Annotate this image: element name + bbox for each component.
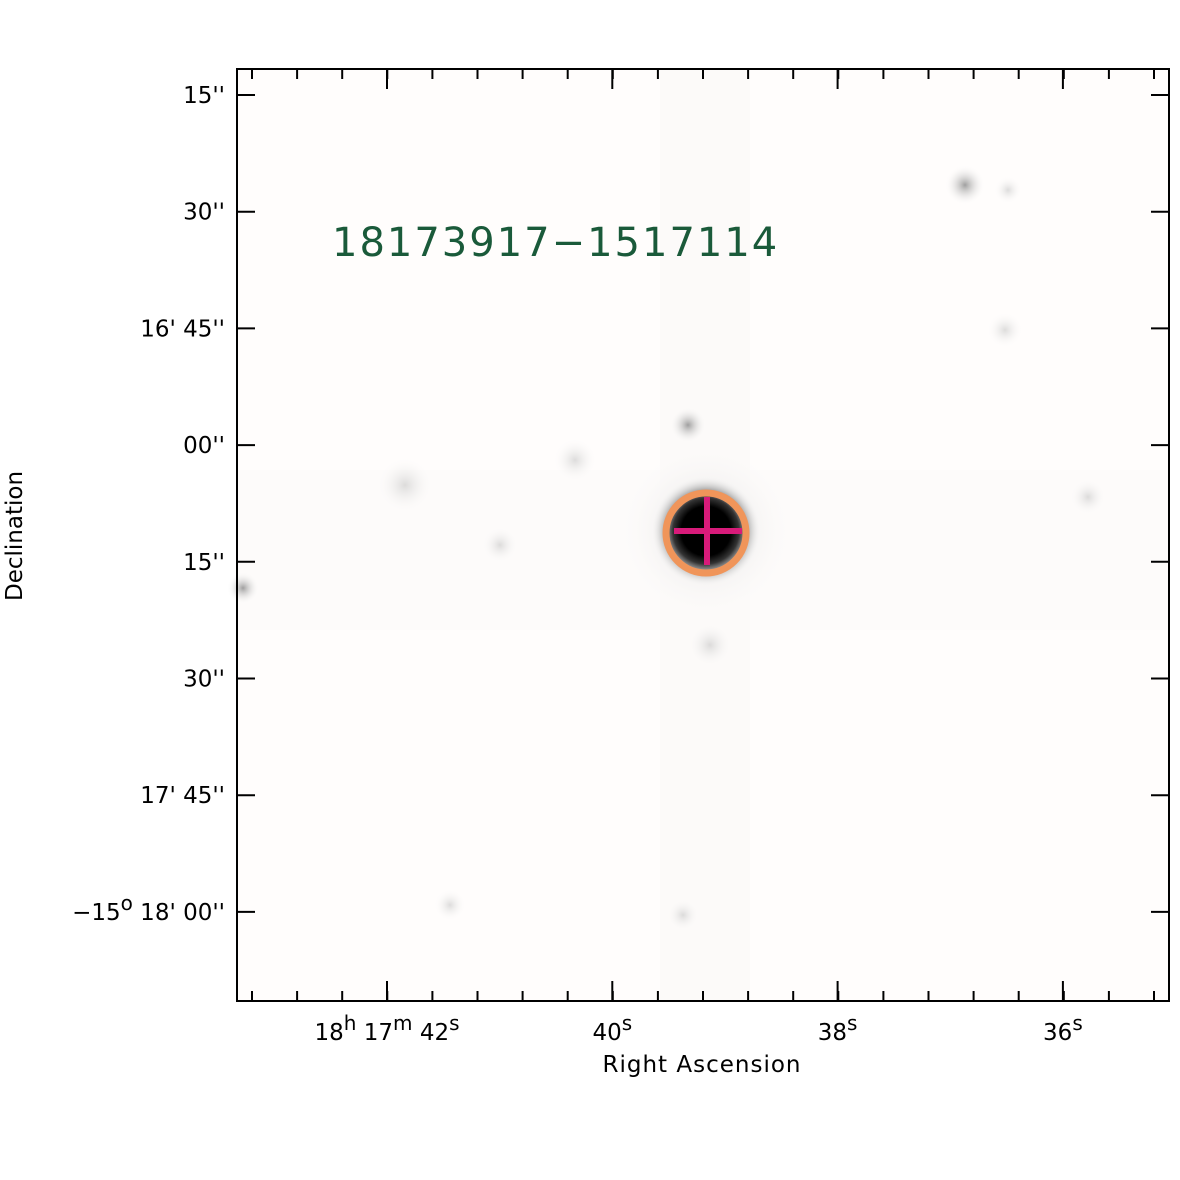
tick-label-part: 36 xyxy=(1043,1020,1072,1046)
tick-label-part: 00'' xyxy=(183,433,225,459)
target-circle xyxy=(662,489,750,577)
tick-label: 40s xyxy=(592,1011,632,1046)
tick-label-part: 15'' xyxy=(183,83,225,109)
source xyxy=(688,623,732,667)
source xyxy=(987,312,1023,348)
tick-label-part: 42 xyxy=(413,1020,450,1046)
tick-label: 00'' xyxy=(183,433,225,459)
tick-label: 30'' xyxy=(183,667,225,693)
tick-label-sup: s xyxy=(847,1011,857,1035)
tick-label: −15o 18' 00'' xyxy=(72,891,225,926)
source xyxy=(377,457,433,513)
source xyxy=(553,438,597,482)
tick-label-part: 15'' xyxy=(183,550,225,576)
tick-label-sup: s xyxy=(449,1011,459,1035)
tick-label: 18h 17m 42s xyxy=(314,1011,459,1046)
tick-label: 15'' xyxy=(183,83,225,109)
tick-label-sup: m xyxy=(393,1011,412,1035)
tick-label-sup: o xyxy=(121,891,133,915)
x-axis-label: Right Ascension xyxy=(603,1052,802,1078)
tick-label-sup: h xyxy=(344,1011,357,1035)
tick-label-sup: s xyxy=(622,1011,632,1035)
tick-label-part: 38 xyxy=(818,1020,847,1046)
source xyxy=(945,165,985,205)
source xyxy=(670,407,706,443)
source xyxy=(667,899,699,931)
tick-label-part: 40 xyxy=(592,1020,621,1046)
tick-label-sup: s xyxy=(1072,1011,1082,1035)
y-axis-label: Declination xyxy=(2,471,28,601)
tick-label-part: 17 xyxy=(356,1020,393,1046)
tick-label: 38s xyxy=(818,1011,858,1046)
tick-label-part: 30'' xyxy=(183,667,225,693)
tick-label-part: 16' 45'' xyxy=(140,316,225,342)
tick-label: 17' 45'' xyxy=(140,783,225,809)
source xyxy=(434,889,466,921)
sky-image xyxy=(227,69,1169,1001)
tick-label-part: 18 xyxy=(314,1020,343,1046)
tick-label-part: −15 xyxy=(72,900,121,926)
tick-label-part: 17' 45'' xyxy=(140,783,225,809)
tick-label-part: 18' 00'' xyxy=(133,900,225,926)
tick-label-part: 30'' xyxy=(183,200,225,226)
source xyxy=(994,176,1022,204)
tick-label: 16' 45'' xyxy=(140,316,225,342)
source-id: 18173917−1517114 xyxy=(332,220,779,266)
tick-label: 15'' xyxy=(183,550,225,576)
source xyxy=(227,572,259,604)
source xyxy=(482,527,518,563)
tick-label: 36s xyxy=(1043,1011,1083,1046)
tick-label: 30'' xyxy=(183,200,225,226)
source xyxy=(1070,479,1106,515)
